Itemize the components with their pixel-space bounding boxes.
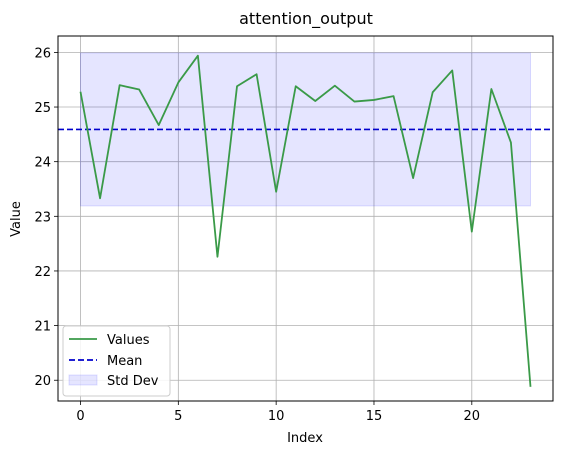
data-point [255, 73, 257, 75]
x-tick-label: 15 [366, 409, 383, 424]
data-point [216, 256, 218, 258]
legend-values-label: Values [107, 333, 150, 348]
values-line [79, 54, 532, 387]
x-tick-label: 5 [174, 409, 182, 424]
data-point [314, 100, 316, 102]
legend-std-swatch [68, 374, 98, 386]
plot-frame [57, 35, 554, 402]
x-tick-label: 20 [464, 409, 481, 424]
x-tick-label: 0 [76, 409, 84, 424]
x-tick-label: 10 [268, 409, 285, 424]
y-tick-label: 20 [34, 374, 51, 389]
data-point [510, 141, 512, 143]
y-tick-label: 24 [34, 156, 51, 171]
data-point [334, 85, 336, 87]
chart-title: attention_output [239, 9, 373, 29]
data-point [138, 88, 140, 90]
data-point [236, 85, 238, 87]
data-point [412, 177, 414, 179]
data-point [177, 81, 179, 83]
y-tick-label: 22 [34, 265, 51, 280]
data-point [451, 69, 453, 71]
data-point [158, 124, 160, 126]
legend-mean-label: Mean [107, 354, 142, 369]
data-point [353, 100, 355, 102]
data-point [79, 91, 81, 93]
y-tick-label: 26 [34, 46, 51, 61]
y-tick-label: 23 [34, 210, 51, 225]
data-point [529, 386, 531, 388]
data-point [295, 85, 297, 87]
legend: Values Mean Std Dev [62, 325, 171, 397]
y-ticks: 20 21 22 23 24 25 26 [34, 46, 58, 389]
data-point [197, 54, 199, 56]
data-point [471, 230, 473, 232]
data-point [392, 95, 394, 97]
y-axis-title: Value [9, 201, 24, 237]
x-ticks: 0 5 10 15 20 [76, 401, 480, 424]
series-layer [79, 54, 532, 388]
data-point [373, 99, 375, 101]
data-point [118, 84, 120, 86]
y-tick-label: 25 [34, 101, 51, 116]
y-tick-label: 21 [34, 320, 51, 335]
data-point [275, 191, 277, 193]
legend-box [62, 325, 171, 397]
x-axis-title: Index [287, 431, 323, 446]
data-point [99, 197, 101, 199]
data-point [490, 88, 492, 90]
data-point [431, 91, 433, 93]
legend-std-label: Std Dev [107, 374, 159, 389]
